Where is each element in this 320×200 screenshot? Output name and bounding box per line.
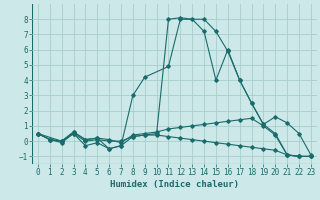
X-axis label: Humidex (Indice chaleur): Humidex (Indice chaleur) bbox=[110, 180, 239, 189]
